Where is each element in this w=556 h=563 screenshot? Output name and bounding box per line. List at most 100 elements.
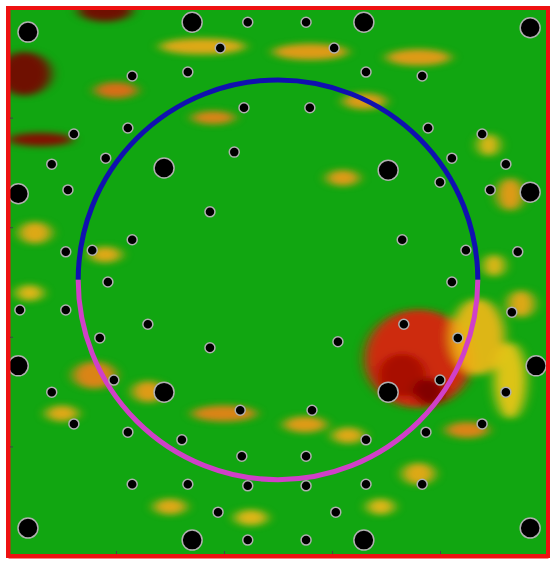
scatter-point	[305, 103, 315, 113]
scatter-point	[205, 207, 215, 217]
scatter-point	[123, 123, 133, 133]
heat-spot	[19, 222, 51, 244]
scatter-point	[183, 479, 193, 489]
scatter-point	[301, 535, 311, 545]
scatter-point	[127, 235, 137, 245]
scatter-point	[485, 185, 495, 195]
scatter-point	[243, 17, 253, 27]
scatter-point	[154, 382, 174, 402]
scatter-point	[331, 507, 341, 517]
scatter-point	[235, 405, 245, 415]
scatter-point	[18, 22, 38, 42]
scatter-point	[477, 419, 487, 429]
scatter-point	[63, 185, 73, 195]
heat-spot	[332, 427, 364, 443]
scatter-point	[453, 333, 463, 343]
scatter-point	[69, 129, 79, 139]
scatter-point	[18, 518, 38, 538]
scatter-point	[397, 235, 407, 245]
scatter-point	[435, 375, 445, 385]
scatter-point	[447, 277, 457, 287]
scatter-point	[423, 123, 433, 133]
scatter-point	[520, 182, 540, 202]
scatter-point	[183, 67, 193, 77]
scatter-point	[229, 147, 239, 157]
heat-spot	[273, 44, 349, 60]
scatter-point	[526, 356, 546, 376]
heat-spot	[483, 255, 505, 277]
scatter-point	[447, 153, 457, 163]
scatter-point	[47, 159, 57, 169]
scatter-point	[361, 435, 371, 445]
scatter-point	[61, 305, 71, 315]
scatter-point	[215, 43, 225, 53]
scatter-point	[507, 307, 517, 317]
scatter-point	[213, 507, 223, 517]
scatter-point	[123, 427, 133, 437]
scatter-point	[154, 158, 174, 178]
scatter-point	[513, 247, 523, 257]
scatter-point	[95, 333, 105, 343]
heat-map	[8, 8, 534, 526]
scatter-point	[47, 387, 57, 397]
heat-spot	[154, 498, 186, 514]
scatter-point	[378, 160, 398, 180]
scatter-point	[239, 103, 249, 113]
scatter-point	[182, 530, 202, 550]
heat-spot	[8, 52, 51, 96]
scatter-point	[477, 129, 487, 139]
scatter-point	[177, 435, 187, 445]
scatter-point	[243, 481, 253, 491]
heat-spot	[8, 133, 73, 147]
scatter-point	[417, 71, 427, 81]
scatter-point	[103, 277, 113, 287]
scatter-point	[8, 184, 28, 204]
scatter-point	[417, 479, 427, 489]
heat-spot	[235, 509, 267, 525]
scatter-point	[361, 67, 371, 77]
heat-spot	[192, 111, 235, 125]
heat-spot	[94, 82, 137, 98]
chart	[0, 0, 556, 563]
scatter-point	[182, 12, 202, 32]
scatter-point	[8, 356, 28, 376]
scatter-point	[205, 343, 215, 353]
heat-spot	[78, 8, 132, 22]
plot-area	[8, 8, 546, 550]
arc	[78, 80, 478, 280]
scatter-series	[8, 12, 546, 550]
scatter-point	[127, 479, 137, 489]
scatter-point	[520, 18, 540, 38]
scatter-point	[101, 153, 111, 163]
scatter-point	[301, 451, 311, 461]
scatter-point	[87, 245, 97, 255]
scatter-point	[243, 535, 253, 545]
scatter-point	[399, 319, 409, 329]
heat-spot	[16, 285, 43, 301]
scatter-point	[237, 451, 247, 461]
scatter-point	[520, 518, 540, 538]
scatter-point	[501, 159, 511, 169]
scatter-point	[333, 337, 343, 347]
scatter-point	[361, 479, 371, 489]
scatter-point	[61, 247, 71, 257]
heat-spot	[327, 170, 359, 186]
scatter-point	[109, 375, 119, 385]
scatter-point	[69, 419, 79, 429]
plot-frame	[8, 8, 548, 556]
scatter-point	[143, 319, 153, 329]
heat-spot	[497, 178, 524, 211]
scatter-point	[127, 71, 137, 81]
scatter-point	[354, 530, 374, 550]
scatter-point	[307, 405, 317, 415]
scatter-point	[378, 382, 398, 402]
heat-spot	[159, 38, 245, 54]
plot-background	[8, 8, 548, 556]
scatter-point	[301, 481, 311, 491]
heat-spot	[367, 498, 394, 514]
scatter-point	[501, 387, 511, 397]
scatter-point	[354, 12, 374, 32]
heat-spot	[494, 342, 526, 419]
heat-spot	[283, 416, 326, 432]
scatter-point	[421, 427, 431, 437]
